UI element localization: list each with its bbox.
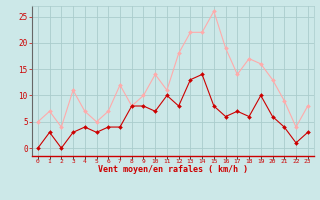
X-axis label: Vent moyen/en rafales ( km/h ): Vent moyen/en rafales ( km/h ) (98, 165, 248, 174)
